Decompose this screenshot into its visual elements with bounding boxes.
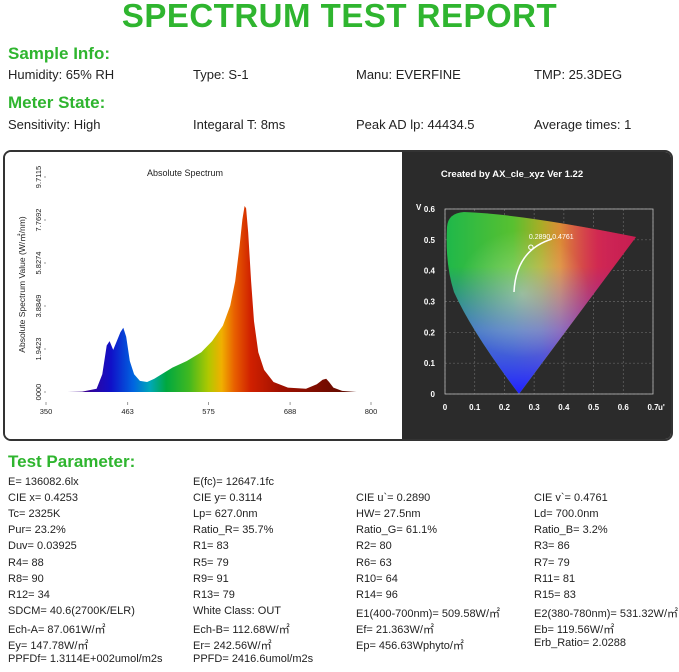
parameter: R2= 80 bbox=[356, 540, 392, 553]
section-heading: Test Parameter: bbox=[8, 452, 136, 471]
parameter: Lp= 627.0nm bbox=[193, 508, 258, 521]
x-tick-label: 800 bbox=[365, 407, 378, 416]
section-heading: Sample Info: bbox=[8, 44, 111, 63]
plot-frame bbox=[444, 208, 654, 395]
parameter: R14= 96 bbox=[356, 588, 398, 601]
x-tick-label: 0.2 bbox=[499, 403, 511, 412]
spectrum-area bbox=[67, 206, 357, 392]
x-tick-label: 0.3 bbox=[529, 403, 541, 412]
parameter: Tc= 2325K bbox=[8, 508, 61, 521]
parameter: E1(400-700nm)= 509.58W/㎡ bbox=[356, 607, 500, 620]
parameter: R1= 83 bbox=[193, 540, 229, 553]
parameter: R8= 90 bbox=[8, 572, 44, 585]
y-tick-label: 0 bbox=[431, 390, 436, 399]
parameter: CIE v`= 0.4761 bbox=[534, 492, 608, 505]
y-tick-label: 0.1 bbox=[424, 359, 436, 368]
y-tick-label: 3.8849 bbox=[34, 295, 43, 318]
y-tick-label: 0000 bbox=[34, 384, 43, 401]
y-tick-label: 0.4 bbox=[424, 267, 436, 276]
parameter: PPFDf= 1.3114E+002umol/m2s bbox=[8, 653, 163, 666]
parameter: R7= 79 bbox=[534, 556, 570, 569]
chromaticity-point bbox=[528, 244, 534, 250]
parameter: Ratio_G= 61.1% bbox=[356, 524, 438, 537]
parameter: Ratio_R= 35.7% bbox=[193, 524, 274, 537]
report-title: SPECTRUM TEST REPORT bbox=[121, 0, 558, 34]
parameter: Eb= 119.56W/㎡ bbox=[534, 623, 615, 636]
info-item: Average times: 1 bbox=[534, 117, 632, 132]
x-tick-label: 0 bbox=[443, 403, 448, 412]
parameter: Ratio_B= 3.2% bbox=[534, 524, 608, 537]
parameter: Ey= 147.78W/㎡ bbox=[8, 640, 89, 652]
parameter: Ef= 21.363W/㎡ bbox=[356, 623, 434, 636]
parameter: E2(380-780nm)= 531.32W/㎡ bbox=[534, 607, 678, 620]
y-tick-label: 5.8274 bbox=[34, 252, 43, 275]
x-tick-label: 350 bbox=[40, 407, 53, 416]
y-tick-label: 7.7692 bbox=[34, 209, 43, 232]
parameter: R13= 79 bbox=[193, 588, 235, 601]
x-tick-label: 463 bbox=[121, 407, 134, 416]
parameter: CIE y= 0.3114 bbox=[193, 492, 263, 505]
charts: Absolute Spectrum Absolute Spectrum Value… bbox=[5, 152, 671, 439]
cie-gamut bbox=[446, 212, 636, 394]
point-label: 0.2890,0.4761 bbox=[529, 234, 574, 241]
parameter: Erb_Ratio= 2.0288 bbox=[534, 637, 627, 649]
parameter: R12= 34 bbox=[8, 588, 50, 601]
parameter: Er= 242.56W/㎡ bbox=[193, 640, 272, 652]
y-axis-label: Absolute Spectrum Value (W/㎡/nm) bbox=[17, 216, 27, 353]
parameter: HW= 27.5nm bbox=[356, 508, 421, 521]
x-tick-label: 688 bbox=[284, 407, 297, 416]
y-tick-label: 0.5 bbox=[424, 236, 436, 245]
parameter: R6= 63 bbox=[356, 556, 392, 569]
y-tick-label: 9.7115 bbox=[34, 166, 43, 188]
info-item: Humidity: 65% RH bbox=[8, 67, 115, 82]
y-tick-label: 0.2 bbox=[424, 328, 436, 337]
parameter: Ech-B= 112.68W/㎡ bbox=[193, 623, 290, 636]
parameter: R15= 83 bbox=[534, 588, 576, 601]
parameter: White Class: OUT bbox=[193, 604, 282, 617]
y-axis-label: V bbox=[416, 203, 422, 212]
section-heading: Meter State: bbox=[8, 93, 106, 112]
info-item: Manu: EVERFINE bbox=[356, 67, 461, 82]
parameter: Ech-A= 87.061W/㎡ bbox=[8, 623, 106, 636]
chart-title: Created by AX_cle_xyz Ver 1.22 bbox=[441, 169, 583, 180]
parameter: R3= 86 bbox=[534, 540, 570, 553]
parameter: R4= 88 bbox=[8, 556, 44, 569]
info-item: TMP: 25.3DEG bbox=[534, 67, 623, 82]
parameter: PPFD= 2416.6umol/m2s bbox=[193, 653, 314, 666]
parameter: Duv= 0.03925 bbox=[8, 540, 77, 553]
parameter: R5= 79 bbox=[193, 556, 229, 569]
parameter: SDCM= 40.6(2700K/ELR) bbox=[8, 604, 135, 617]
x-axis-label: u' bbox=[658, 403, 665, 412]
info-item: Type: S-1 bbox=[193, 67, 249, 82]
info-item: Sensitivity: High bbox=[8, 117, 101, 132]
chart-title: Absolute Spectrum bbox=[147, 168, 223, 178]
parameter: Ep= 456.63Wphyto/㎡ bbox=[356, 640, 464, 652]
parameter: R11= 81 bbox=[534, 572, 576, 585]
x-tick-label: 0.7 bbox=[647, 403, 659, 412]
y-tick-label: 0.6 bbox=[424, 205, 436, 214]
x-tick-label: 0.6 bbox=[618, 403, 630, 412]
parameter: E(fc)= 12647.1fc bbox=[193, 476, 275, 488]
chart-panel: Absolute Spectrum Absolute Spectrum Value… bbox=[3, 150, 673, 441]
spectrum-background bbox=[5, 152, 402, 439]
parameter: E= 136082.6lx bbox=[8, 476, 79, 488]
y-tick-label: 0.3 bbox=[424, 298, 436, 307]
x-tick-label: 0.5 bbox=[588, 403, 600, 412]
y-tick-label: 1.9423 bbox=[34, 338, 43, 361]
x-tick-label: 575 bbox=[202, 407, 215, 416]
info-item: Peak AD lp: 44434.5 bbox=[356, 117, 475, 132]
parameter: CIE u`= 0.2890 bbox=[356, 492, 431, 505]
parameter: R9= 91 bbox=[193, 572, 229, 585]
x-tick-label: 0.4 bbox=[558, 403, 570, 412]
parameter: Ld= 700.0nm bbox=[534, 508, 599, 521]
parameter: R10= 64 bbox=[356, 572, 398, 585]
parameter: Pur= 23.2% bbox=[8, 524, 66, 537]
x-tick-label: 0.1 bbox=[469, 403, 481, 412]
info-item: Integaral T: 8ms bbox=[193, 117, 286, 132]
parameter: CIE x= 0.4253 bbox=[8, 492, 79, 505]
